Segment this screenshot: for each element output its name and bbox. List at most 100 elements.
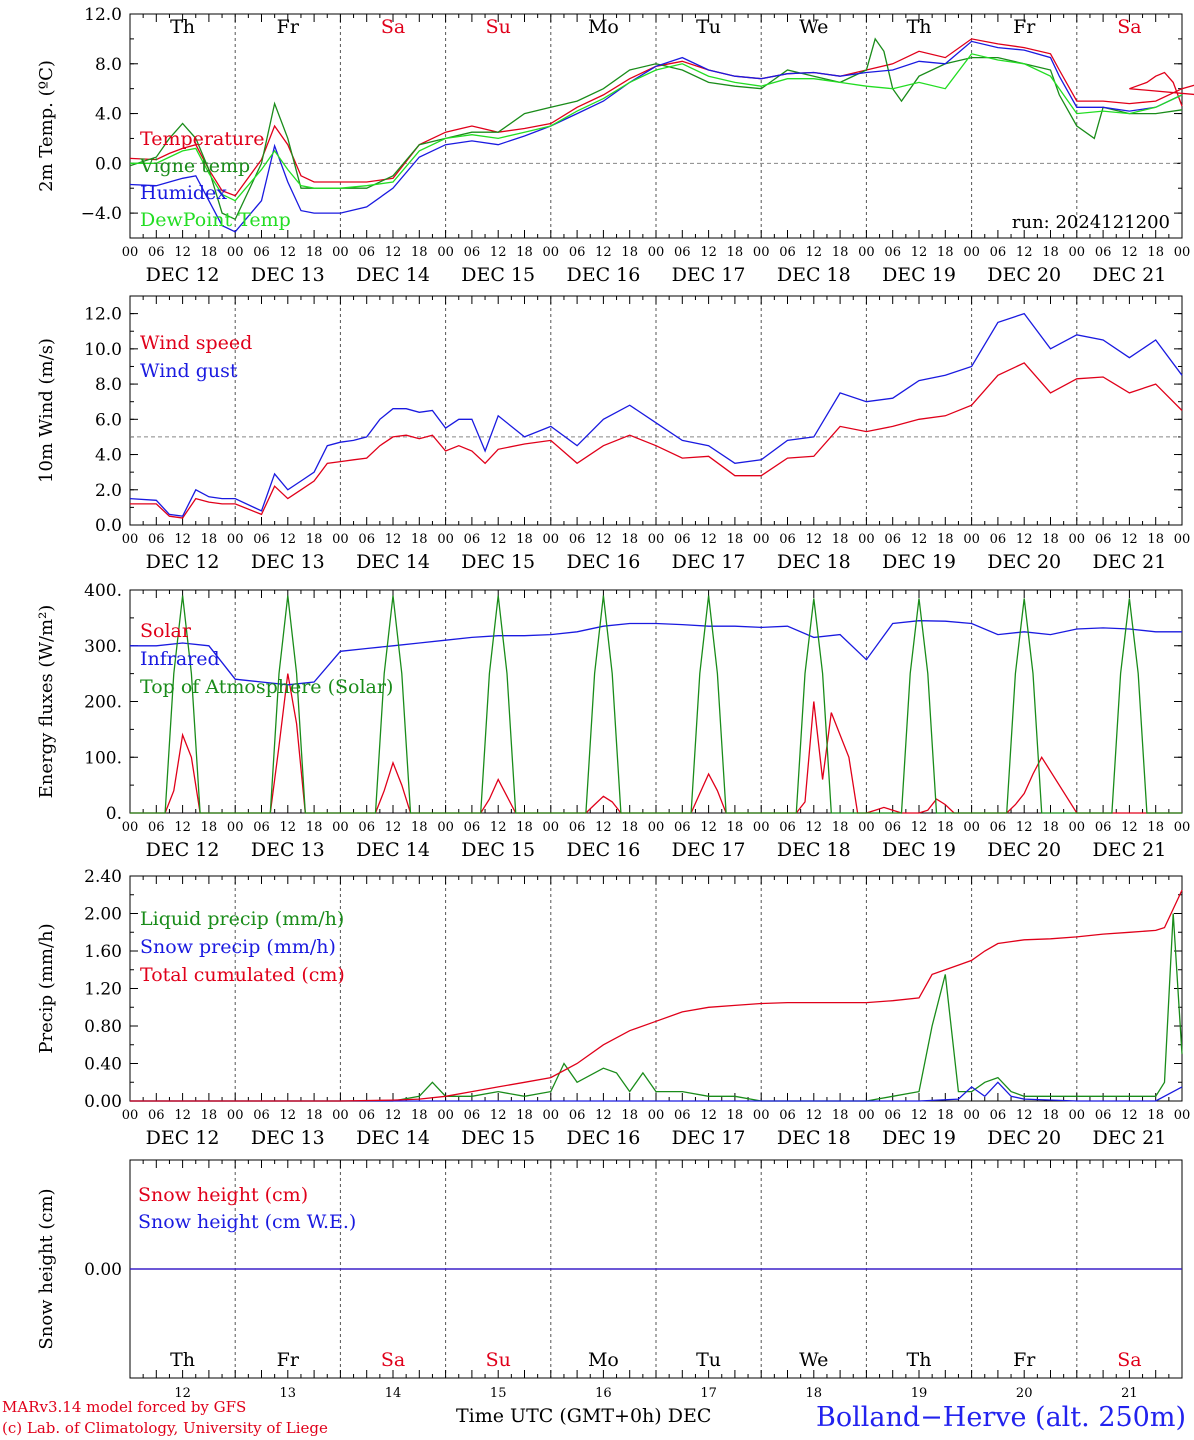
- legend-entry: Solar: [140, 620, 192, 642]
- hour-tick-label: 00: [227, 820, 244, 835]
- y-tick-label: 2.40: [84, 867, 122, 887]
- date-label: DEC 18: [777, 1127, 851, 1149]
- hour-tick-label: 06: [674, 532, 691, 547]
- date-label: DEC 20: [987, 264, 1061, 286]
- hour-tick-label: 06: [1095, 1108, 1112, 1123]
- hour-tick-label: 06: [990, 820, 1007, 835]
- hour-tick-label: 06: [1095, 820, 1112, 835]
- hour-tick-label: 00: [753, 1108, 770, 1123]
- hour-tick-label: 06: [674, 820, 691, 835]
- day-name: Th: [907, 1349, 932, 1371]
- hour-tick-label: 18: [832, 532, 849, 547]
- hour-tick-label: 00: [963, 1108, 980, 1123]
- y-tick-label: 2.00: [84, 905, 122, 925]
- series-line: [129, 40, 1183, 233]
- y-tick-label: 4.0: [95, 446, 122, 466]
- hour-tick-label: 06: [358, 1108, 375, 1123]
- hour-tick-label: 00: [648, 820, 665, 835]
- y-tick-label: 0.0: [95, 516, 122, 536]
- date-label: DEC 18: [777, 839, 851, 861]
- hour-tick-label: 18: [727, 820, 744, 835]
- hour-tick-label: 00: [858, 532, 875, 547]
- hour-tick-label: 06: [990, 245, 1007, 260]
- hour-tick-label: 18: [201, 820, 218, 835]
- day-number: 17: [700, 1386, 717, 1401]
- hour-tick-label: 06: [779, 532, 796, 547]
- day-name: Sa: [1117, 1349, 1141, 1371]
- y-tick-label: 2.0: [95, 481, 122, 501]
- hour-tick-label: 18: [1147, 820, 1164, 835]
- day-name: Th: [907, 16, 932, 38]
- hour-tick-label: 18: [1042, 532, 1059, 547]
- hour-tick-label: 06: [253, 820, 270, 835]
- hour-tick-label: 18: [201, 245, 218, 260]
- day-name: Mo: [588, 16, 619, 38]
- hour-tick-label: 12: [490, 1108, 507, 1123]
- legend-entry: Snow precip (mm/h): [140, 936, 336, 958]
- legend-entry: DewPoint Temp: [140, 209, 291, 231]
- hour-tick-label: 12: [1121, 245, 1138, 260]
- hour-tick-label: 06: [253, 1108, 270, 1123]
- hour-tick-label: 18: [937, 820, 954, 835]
- hour-tick-label: 00: [332, 1108, 349, 1123]
- day-number: 18: [806, 1386, 823, 1401]
- hour-tick-label: 00: [648, 245, 665, 260]
- hour-tick-label: 06: [253, 245, 270, 260]
- date-label: DEC 21: [1092, 839, 1166, 861]
- day-name: Mo: [588, 1349, 619, 1371]
- hour-tick-label: 00: [1069, 532, 1086, 547]
- hour-tick-label: 00: [227, 1108, 244, 1123]
- day-number: 20: [1016, 1386, 1033, 1401]
- y-tick-label: 400.: [84, 581, 122, 601]
- hour-tick-label: 00: [1174, 1108, 1191, 1123]
- hour-tick-label: 06: [148, 820, 165, 835]
- hour-tick-label: 18: [1147, 245, 1164, 260]
- hour-tick-label: 18: [621, 532, 638, 547]
- hour-tick-label: 06: [569, 532, 586, 547]
- y-tick-label: 0.40: [84, 1055, 122, 1075]
- hour-tick-label: 18: [1147, 532, 1164, 547]
- date-label: DEC 15: [461, 839, 535, 861]
- hour-tick-label: 12: [911, 820, 928, 835]
- day-name: Fr: [277, 1349, 300, 1371]
- hour-tick-label: 06: [569, 820, 586, 835]
- hour-tick-label: 12: [1121, 532, 1138, 547]
- hour-tick-label: 12: [806, 1108, 823, 1123]
- hour-tick-label: 12: [1121, 820, 1138, 835]
- date-label: DEC 12: [146, 264, 220, 286]
- hour-tick-label: 06: [884, 532, 901, 547]
- hour-tick-label: 18: [411, 245, 428, 260]
- day-name: Th: [170, 16, 195, 38]
- hour-tick-label: 18: [1042, 1108, 1059, 1123]
- day-name: Su: [486, 16, 511, 38]
- y-axis-title: 10m Wind (m/s): [36, 338, 57, 483]
- date-label: DEC 13: [251, 264, 325, 286]
- y-tick-label: 1.60: [84, 942, 122, 962]
- date-label: DEC 12: [146, 551, 220, 573]
- hour-tick-label: 12: [595, 532, 612, 547]
- date-label: DEC 12: [146, 839, 220, 861]
- legend-entry: Snow height (cm W.E.): [138, 1211, 356, 1233]
- hour-tick-label: 06: [148, 532, 165, 547]
- legend-entry: Top of Atmosphere (Solar): [140, 676, 393, 698]
- hour-tick-label: 00: [437, 245, 454, 260]
- day-number: 19: [911, 1386, 928, 1401]
- hour-tick-label: 06: [358, 820, 375, 835]
- hour-tick-label: 00: [1069, 820, 1086, 835]
- hour-tick-label: 12: [700, 532, 717, 547]
- hour-tick-label: 18: [832, 1108, 849, 1123]
- y-tick-label: 4.0: [95, 105, 122, 125]
- date-label: DEC 20: [987, 1127, 1061, 1149]
- date-label: DEC 18: [777, 551, 851, 573]
- series-line: [130, 595, 1182, 814]
- y-tick-label: 0.: [106, 804, 122, 824]
- series-line: [129, 37, 1183, 221]
- day-name: Fr: [1013, 1349, 1036, 1371]
- series-line: [130, 362, 1183, 519]
- hour-tick-label: 00: [227, 532, 244, 547]
- hour-tick-label: 06: [884, 820, 901, 835]
- hour-tick-label: 06: [884, 245, 901, 260]
- hour-tick-label: 12: [700, 1108, 717, 1123]
- legend-entry: Total cumulated (cm): [140, 964, 345, 986]
- hour-tick-label: 00: [858, 1108, 875, 1123]
